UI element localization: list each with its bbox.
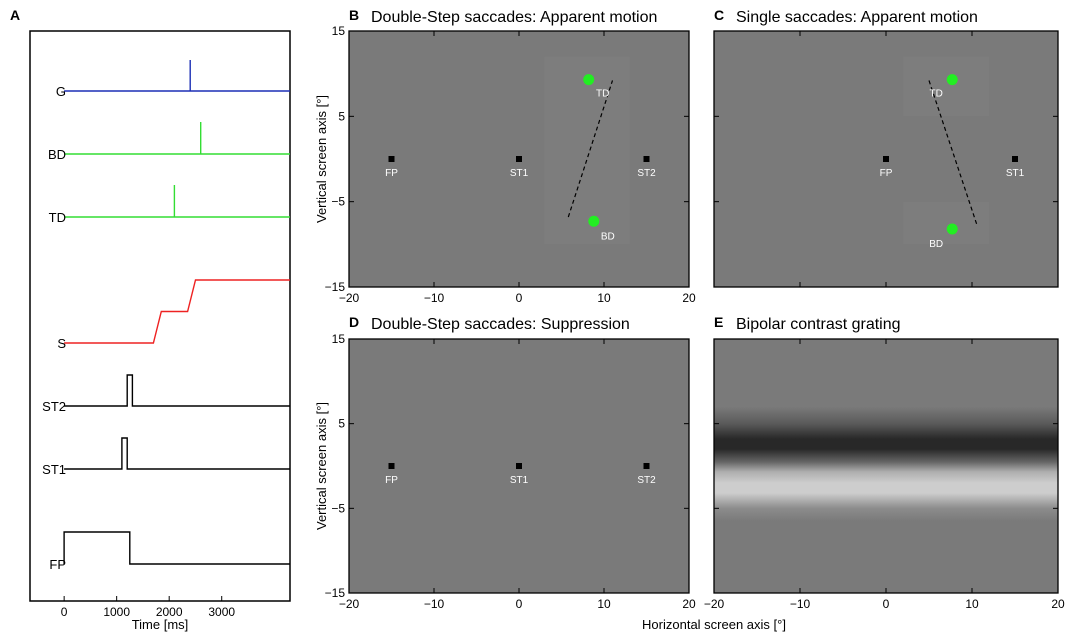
dot-bd — [588, 215, 600, 227]
trace-fp — [63, 531, 290, 565]
trace-label-g: G — [56, 84, 66, 99]
panel-d: D Double-Step saccades: Suppression FP ST1 S… — [314, 314, 696, 611]
trace-label-s: S — [57, 336, 66, 351]
x-tick-label: −20 — [339, 597, 360, 611]
panel-letter-c: C — [714, 7, 724, 23]
dot-label-td: TD — [930, 89, 943, 100]
marker-st2 — [643, 156, 650, 162]
y-tick-label: −15 — [325, 280, 346, 294]
panel-e: E Bipolar contrast grating −20 −10 0 10 20 — [704, 314, 1065, 611]
marker-fp — [388, 156, 395, 162]
panel-a: A G BD TD S ST2 ST1 FP 0 1000 2000 3000 Time [ms] — [10, 7, 291, 632]
trace-td — [64, 185, 290, 218]
marker-fp — [883, 156, 889, 162]
x-tick-label: −10 — [790, 597, 811, 611]
background-patch — [903, 201, 990, 245]
chart-title-b: Double-Step saccades: Apparent motion — [371, 9, 657, 26]
x-tick-label: 0 — [516, 291, 523, 305]
marker-label-st1: ST1 — [510, 168, 529, 179]
trace-label-bd: BD — [48, 147, 66, 162]
trace-st1 — [64, 437, 290, 470]
motion-path-dashed-line — [928, 80, 978, 226]
trace-s — [64, 279, 290, 344]
panel-b: B Double-Step saccades: Apparent motion FP… — [314, 7, 696, 305]
x-tick-label: 10 — [597, 291, 611, 305]
marker-label-st1: ST1 — [1006, 168, 1025, 179]
marker-st2 — [643, 463, 650, 469]
y-tick-label: 5 — [338, 109, 345, 123]
y-axis-label: Vertical screen axis [°] — [314, 95, 329, 223]
dot-bd — [946, 223, 958, 235]
marker-label-fp: FP — [385, 168, 398, 179]
x-axis-label: Time [ms] — [132, 617, 189, 632]
x-tick-label: 20 — [682, 597, 696, 611]
dot-td — [583, 74, 595, 86]
y-tick-label: 5 — [338, 417, 345, 431]
trace-label-st2: ST2 — [42, 399, 66, 414]
shared-x-axis-label: Horizontal screen axis [°] — [642, 617, 786, 632]
chart-title-d: Double-Step saccades: Suppression — [371, 316, 630, 333]
panel-letter-a: A — [10, 7, 20, 23]
marker-label-st2: ST2 — [637, 475, 656, 486]
marker-st1 — [516, 463, 522, 469]
panel-letter-b: B — [349, 7, 359, 23]
x-tick-label: 0 — [516, 597, 523, 611]
y-tick-label: 15 — [332, 24, 346, 38]
x-tick-label: −20 — [339, 291, 360, 305]
marker-st1 — [1012, 156, 1018, 162]
chart-title-e: Bipolar contrast grating — [736, 316, 901, 333]
x-tick-label: 0 — [61, 605, 68, 619]
x-tick-label: 1000 — [103, 605, 130, 619]
x-tick-label: −10 — [424, 291, 445, 305]
x-tick-label: 3000 — [208, 605, 235, 619]
y-tick-label: −5 — [331, 195, 345, 209]
y-tick-label: −5 — [331, 501, 345, 515]
marker-label-st1: ST1 — [510, 475, 529, 486]
background-patch — [544, 56, 630, 245]
panel-letter-e: E — [714, 314, 723, 330]
marker-label-st2: ST2 — [637, 168, 656, 179]
trace-bd — [64, 122, 290, 155]
dot-td — [946, 74, 958, 86]
grating-background — [714, 339, 1058, 593]
x-tick-label: 10 — [965, 597, 979, 611]
panel-letter-d: D — [349, 314, 359, 330]
dot-label-bd: BD — [929, 239, 943, 250]
trace-g — [64, 60, 290, 92]
marker-label-fp: FP — [385, 475, 398, 486]
dot-label-bd: BD — [601, 231, 615, 242]
x-tick-label: −10 — [424, 597, 445, 611]
motion-path-dashed-line — [567, 80, 614, 218]
y-axis-label: Vertical screen axis [°] — [314, 402, 329, 530]
trace-st2 — [64, 374, 290, 407]
y-tick-label: −15 — [325, 586, 346, 600]
marker-st1 — [516, 156, 522, 162]
trace-label-fp: FP — [49, 557, 66, 572]
x-tick-label: 20 — [1051, 597, 1065, 611]
x-tick-label: 10 — [597, 597, 611, 611]
chart-title-c: Single saccades: Apparent motion — [736, 9, 978, 26]
dot-label-td: TD — [596, 89, 609, 100]
marker-fp — [388, 463, 395, 469]
marker-label-fp: FP — [880, 168, 893, 179]
y-tick-label: 15 — [332, 332, 346, 346]
x-tick-label: 0 — [883, 597, 890, 611]
panel-c: C Single saccades: Apparent motion FP ST1 TD… — [713, 7, 1059, 288]
background-patch — [903, 56, 990, 117]
trace-label-st1: ST1 — [42, 462, 66, 477]
trace-label-td: TD — [49, 210, 66, 225]
x-tick-label: −20 — [704, 597, 725, 611]
x-tick-label: 2000 — [156, 605, 183, 619]
x-tick-label: 20 — [682, 291, 696, 305]
